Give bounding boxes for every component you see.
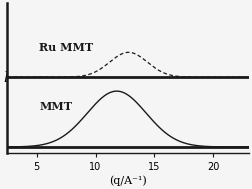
Y-axis label: l: l — [4, 71, 8, 85]
X-axis label: (q/A⁻¹): (q/A⁻¹) — [109, 175, 147, 186]
Text: .: . — [16, 147, 18, 156]
Text: MMT: MMT — [39, 101, 72, 112]
Text: Ru MMT: Ru MMT — [39, 42, 93, 53]
